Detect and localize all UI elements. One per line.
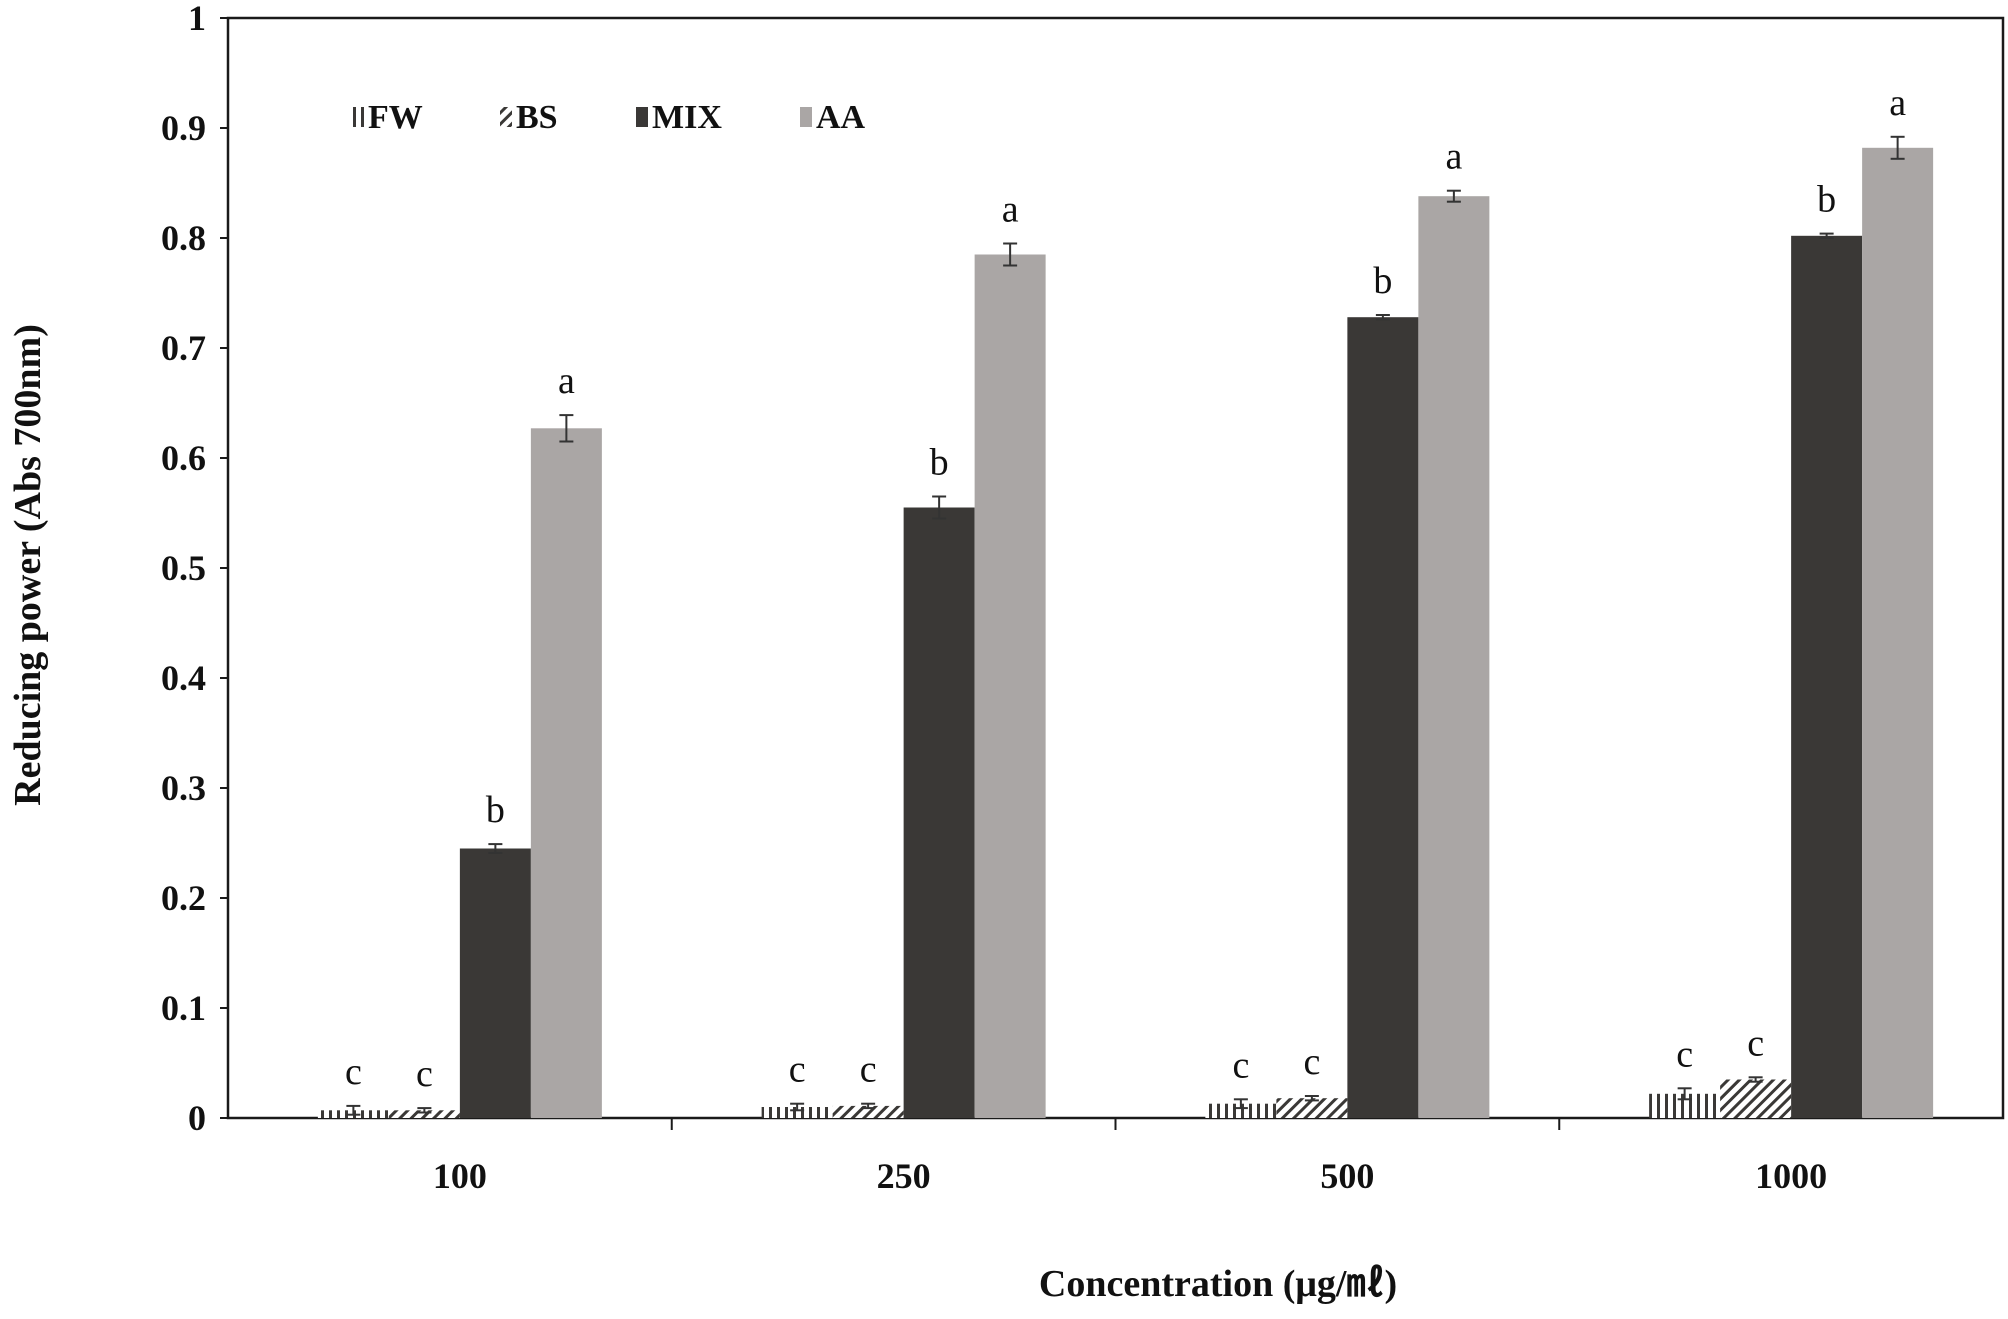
legend-swatch-mix: [636, 107, 648, 127]
bar-mix-1000: [1791, 235, 1863, 1119]
significance-label: b: [1817, 179, 1836, 221]
x-tick-label: 100: [433, 1156, 487, 1196]
significance-label: b: [1373, 260, 1392, 302]
significance-label: a: [1445, 136, 1462, 178]
significance-label: a: [1889, 82, 1906, 124]
y-axis-title: Reducing power (Abs 700nm): [7, 324, 49, 806]
bar-aa-1000: [1862, 147, 1934, 1119]
bar-aa-250: [974, 254, 1046, 1118]
y-tick-label: 0.6: [161, 438, 206, 478]
legend-label-aa: AA: [816, 99, 866, 136]
x-tick-label: 1000: [1755, 1156, 1827, 1196]
significance-label: c: [1747, 1022, 1764, 1064]
significance-label: c: [416, 1053, 433, 1095]
x-axis: 100 250 500 1000: [433, 1118, 1827, 1196]
y-tick-label: 0.8: [161, 218, 206, 258]
y-tick-label: 0.3: [161, 768, 206, 808]
y-axis: 0 0.1 0.2 0.3 0.4 0.5 0.6 0.7 0.8 0.9 1: [161, 0, 228, 1138]
bar-mix-250: [903, 507, 975, 1118]
legend-swatch-bs: [500, 107, 512, 127]
x-tick-label: 250: [877, 1156, 931, 1196]
y-tick-label: 0.4: [161, 658, 206, 698]
significance-label: c: [345, 1051, 362, 1093]
y-tick-label: 0.2: [161, 878, 206, 918]
legend-label-mix: MIX: [652, 99, 722, 136]
x-tick-label: 500: [1320, 1156, 1374, 1196]
legend-label-bs: BS: [516, 99, 558, 136]
bar-aa-500: [1418, 196, 1490, 1118]
significance-label: c: [860, 1049, 877, 1091]
legend-swatch-fw: [352, 107, 364, 127]
significance-label: c: [1303, 1041, 1320, 1083]
significance-label: b: [486, 789, 505, 831]
significance-label: c: [1232, 1044, 1249, 1086]
bar-mix-100: [459, 848, 531, 1118]
y-tick-label: 0.7: [161, 328, 206, 368]
y-tick-label: 0.9: [161, 108, 206, 148]
y-tick-label: 0.5: [161, 548, 206, 588]
significance-label: b: [930, 442, 949, 484]
bar-bs-500: [1276, 1098, 1348, 1118]
bar-aa-100: [530, 428, 602, 1118]
bar-fw-250: [761, 1107, 833, 1118]
bar-mix-500: [1347, 317, 1419, 1118]
y-tick-label: 0.1: [161, 988, 206, 1028]
legend-label-fw: FW: [368, 99, 423, 136]
bar-bs-250: [832, 1105, 904, 1118]
significance-label: a: [558, 360, 575, 402]
bar-bs-1000: [1720, 1079, 1792, 1118]
bar-fw-500: [1205, 1103, 1277, 1118]
y-tick-label: 0: [188, 1098, 206, 1138]
legend-swatch-aa: [800, 107, 812, 127]
legend: FW BS MIX AA: [352, 99, 866, 136]
bar-bs-100: [388, 1110, 460, 1118]
x-axis-title: Concentration (μg/㎖): [1039, 1263, 1397, 1305]
y-tick-label: 1: [188, 0, 206, 38]
significance-label: c: [1676, 1033, 1693, 1075]
significance-label: a: [1002, 189, 1019, 231]
bars: c c b a c c b a c c b a c c b a: [317, 82, 1934, 1119]
significance-label: c: [789, 1049, 806, 1091]
